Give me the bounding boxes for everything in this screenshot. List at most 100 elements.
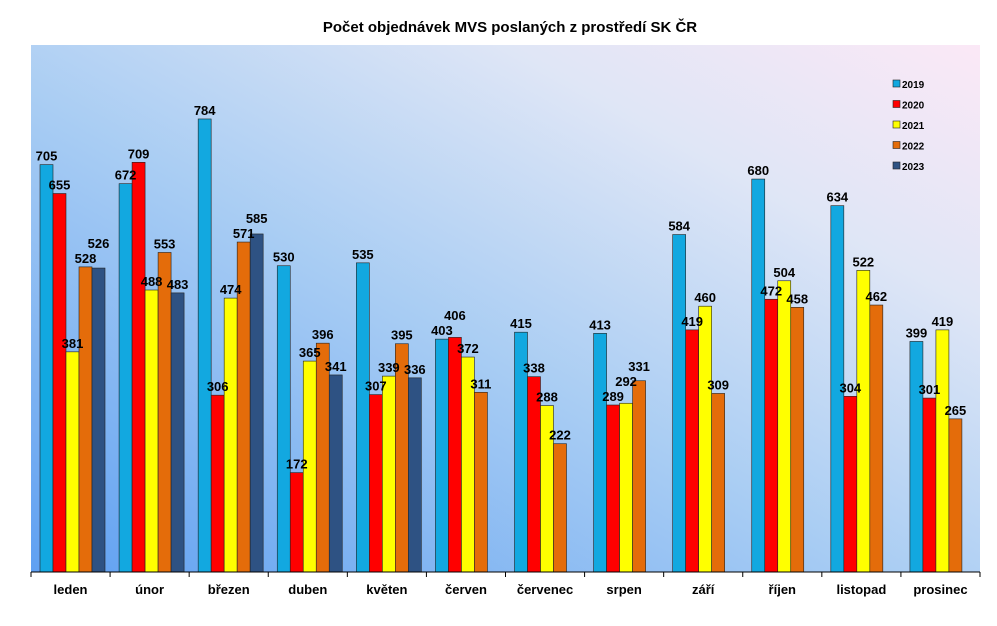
data-label: 709 [128, 146, 150, 161]
bar-2023-duben [328, 374, 343, 573]
data-label: 339 [378, 360, 400, 375]
data-label: 331 [628, 359, 650, 374]
data-label: 672 [115, 168, 137, 183]
data-label: 522 [852, 254, 874, 269]
bar-2020-listopad [843, 396, 858, 573]
bar-2021-září [698, 305, 712, 573]
bar-2021-leden [65, 351, 80, 573]
data-label: 306 [207, 379, 229, 394]
data-label: 526 [88, 236, 110, 251]
data-label: 528 [75, 251, 97, 266]
bar-2021-prosinec [935, 329, 950, 573]
legend-label: 2021 [902, 121, 925, 132]
data-label: 634 [826, 190, 848, 205]
bar-2020-září [685, 329, 699, 573]
bar-2019-září [672, 234, 686, 573]
bar-2021-březen [223, 297, 238, 573]
bar-2022-červenec [553, 443, 567, 573]
data-label: 292 [615, 374, 637, 389]
data-label: 584 [668, 219, 690, 234]
data-label: 289 [602, 389, 624, 404]
data-label: 396 [312, 327, 334, 342]
data-label: 309 [707, 377, 729, 392]
bar-2022-prosinec [948, 418, 963, 573]
data-label: 419 [681, 314, 703, 329]
bar-2020-srpen [606, 404, 620, 573]
bar-2022-leden [78, 266, 93, 573]
bar-2021-listopad [856, 270, 871, 573]
data-label: 341 [325, 359, 347, 374]
data-label: 406 [444, 308, 466, 323]
data-label: 415 [510, 316, 532, 331]
bar-2020-červen [448, 337, 462, 573]
bar-2020-únor [131, 162, 146, 573]
chart-title: Počet objednávek MVS poslaných z prostře… [323, 18, 697, 36]
bar-2022-červen [474, 391, 488, 573]
bar-2019-leden [39, 164, 54, 573]
bar-2023-leden [91, 267, 106, 573]
data-label: 483 [167, 277, 189, 292]
bar-2019-prosinec [909, 341, 924, 573]
data-label: 381 [62, 336, 84, 351]
bar-2021-říjen [777, 280, 792, 573]
bar-2020-květen [369, 394, 383, 573]
x-tick-label: červen [445, 582, 487, 597]
legend-label: 2019 [902, 80, 925, 91]
x-tick-label: únor [135, 582, 164, 597]
data-label: 504 [773, 265, 795, 280]
x-tick-label: září [692, 582, 715, 597]
data-label: 488 [141, 274, 163, 289]
bar-2019-únor [118, 183, 133, 573]
data-label: 311 [470, 376, 491, 391]
data-label: 458 [786, 291, 808, 306]
data-label: 705 [36, 149, 58, 164]
x-tick-label: říjen [769, 582, 797, 597]
bar-2019-květen [356, 262, 370, 573]
data-label: 571 [233, 226, 255, 241]
data-label: 336 [404, 362, 426, 377]
data-label: 413 [589, 317, 611, 332]
bar-2020-březen [210, 394, 225, 573]
data-label: 655 [49, 178, 71, 193]
legend: 2019 2020 2021 2022 2023 [892, 79, 925, 173]
data-label: 462 [865, 289, 887, 304]
bar-2023-květen [408, 377, 422, 573]
legend-label: 2022 [902, 142, 925, 153]
data-label: 372 [457, 341, 479, 356]
bar-2021-srpen [619, 402, 633, 573]
x-tick-label: prosinec [913, 582, 967, 597]
data-label: 338 [523, 361, 545, 376]
x-tick-label: leden [54, 582, 88, 597]
data-label: 472 [760, 283, 782, 298]
data-label: 474 [220, 282, 242, 297]
bar-2019-březen [197, 118, 212, 573]
legend-swatch-2021 [892, 120, 901, 129]
bar-2019-duben [276, 265, 291, 573]
data-label: 365 [299, 345, 321, 360]
bar-2020-duben [289, 472, 304, 573]
bar-2021-květen [382, 375, 396, 573]
bar-2020-červenec [527, 376, 541, 573]
x-tick-label: březen [208, 582, 250, 597]
bar-2023-únor [170, 292, 185, 573]
legend-label: 2020 [902, 101, 925, 112]
bar-2022-listopad [869, 304, 884, 573]
data-label: 530 [273, 250, 295, 265]
bar-2022-září [711, 393, 725, 573]
data-label: 585 [246, 211, 268, 226]
data-label: 301 [919, 382, 941, 397]
data-label: 419 [932, 314, 954, 329]
legend-swatch-2022 [892, 141, 901, 149]
data-label: 403 [431, 323, 453, 338]
legend-label: 2023 [902, 162, 925, 173]
bar-2019-říjen [751, 178, 766, 573]
x-tick-label: duben [288, 582, 327, 597]
x-tick-label: srpen [606, 582, 641, 597]
bar-2022-únor [157, 252, 172, 573]
bar-2023-březen [249, 233, 264, 573]
bar-2021-únor [144, 289, 159, 573]
bar-2022-duben [315, 342, 330, 573]
bar-2019-červen [435, 338, 449, 573]
